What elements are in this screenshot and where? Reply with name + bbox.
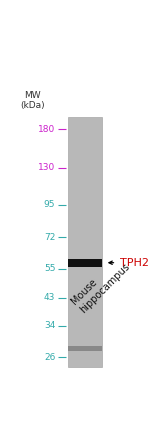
Bar [68, 258, 102, 267]
Text: 34: 34 [44, 321, 55, 330]
Text: Mouse
hippocampus: Mouse hippocampus [70, 253, 132, 315]
Bar [68, 346, 102, 351]
Text: 72: 72 [44, 233, 55, 242]
Text: 130: 130 [38, 163, 55, 172]
Text: 95: 95 [44, 200, 55, 209]
Text: 180: 180 [38, 125, 55, 134]
Text: 43: 43 [44, 293, 55, 302]
Text: 26: 26 [44, 353, 55, 362]
Text: TPH2: TPH2 [120, 258, 149, 268]
Bar [68, 117, 102, 367]
Text: 55: 55 [44, 264, 55, 274]
Text: MW
(kDa): MW (kDa) [20, 91, 45, 110]
